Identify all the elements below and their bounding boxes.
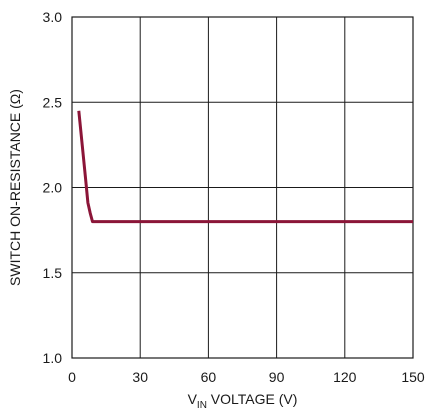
series-layer <box>79 111 413 222</box>
x-tick-label: 150 <box>401 369 425 385</box>
grid-lines <box>72 17 413 358</box>
y-tick-label: 2.0 <box>43 180 63 196</box>
x-tick-label: 0 <box>68 369 76 385</box>
x-tick-label: 30 <box>132 369 148 385</box>
y-tick-label: 1.5 <box>43 265 63 281</box>
x-tick-label: 120 <box>333 369 357 385</box>
y-tick-label: 1.0 <box>43 350 63 366</box>
x-axis-label: VIN VOLTAGE (V) <box>188 391 298 411</box>
series-line <box>79 111 413 222</box>
y-tick-label: 2.5 <box>43 94 63 110</box>
y-tick-labels: 1.0 1.5 2.0 2.5 3.0 <box>43 9 63 366</box>
x-tick-labels: 0 30 60 90 120 150 <box>68 369 425 385</box>
x-tick-label: 90 <box>269 369 285 385</box>
x-axis-label-subscript: IN <box>197 400 207 411</box>
y-axis-label: SWITCH ON-RESISTANCE (Ω) <box>7 89 23 286</box>
x-tick-label: 60 <box>201 369 217 385</box>
x-axis-label-suffix: VOLTAGE (V) <box>207 391 298 407</box>
y-tick-label: 3.0 <box>43 9 63 25</box>
